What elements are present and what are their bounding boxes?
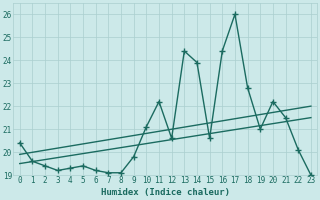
- X-axis label: Humidex (Indice chaleur): Humidex (Indice chaleur): [101, 188, 230, 197]
